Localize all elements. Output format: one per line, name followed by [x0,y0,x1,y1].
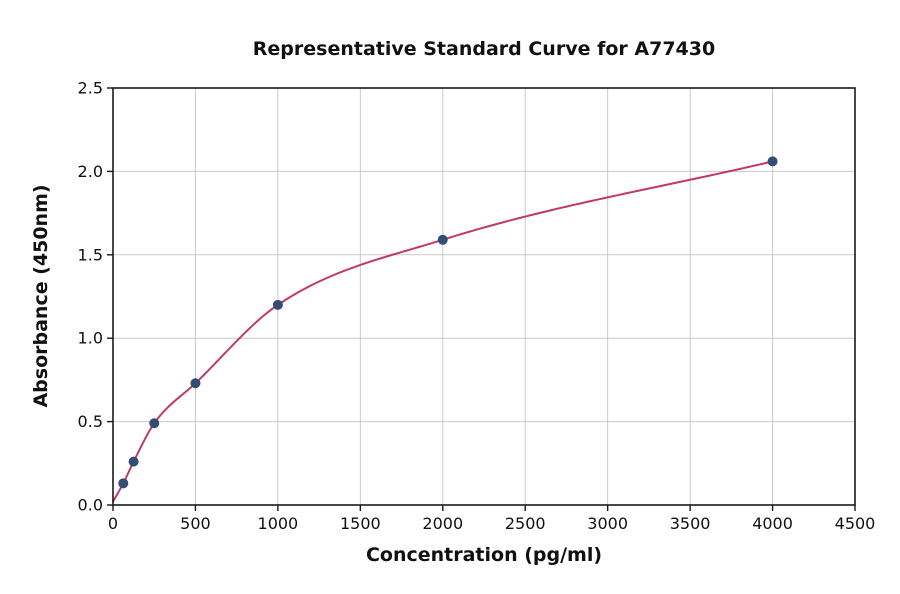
y-tick-label: 0.0 [78,496,103,515]
x-tick-label: 3500 [670,514,711,533]
data-point [767,156,778,167]
plot-area: 0 500 1000 1500 2000 2500 3000 3500 4000 4500 0.0 0… [78,79,876,534]
x-axis-label: Concentration (pg/ml) [366,544,602,566]
chart-title: Representative Standard Curve for A77430 [253,38,715,60]
data-point [149,418,160,429]
axis-border [112,87,856,506]
x-tick-label: 4000 [752,514,793,533]
y-tick-label: 2.5 [78,79,103,98]
y-tick-label: 1.5 [78,245,103,264]
x-tick-label: 4500 [835,514,876,533]
y-tick-label: 1.0 [78,329,103,348]
x-tick-label: 3000 [587,514,628,533]
x-tick-label: 2500 [505,514,546,533]
x-tick-label: 1000 [258,514,299,533]
data-point [190,378,201,389]
x-tick-label: 2000 [422,514,463,533]
data-point [437,234,448,245]
data-point [118,478,129,489]
x-tick-label: 500 [180,514,211,533]
data-point [128,456,139,467]
y-tick-label: 2.0 [78,162,103,181]
y-tick-label: 0.5 [78,412,103,431]
x-tick-label: 1500 [340,514,381,533]
y-axis-label: Absorbance (450nm) [30,184,52,407]
data-point [272,299,283,310]
x-tick-label: 0 [108,514,118,533]
